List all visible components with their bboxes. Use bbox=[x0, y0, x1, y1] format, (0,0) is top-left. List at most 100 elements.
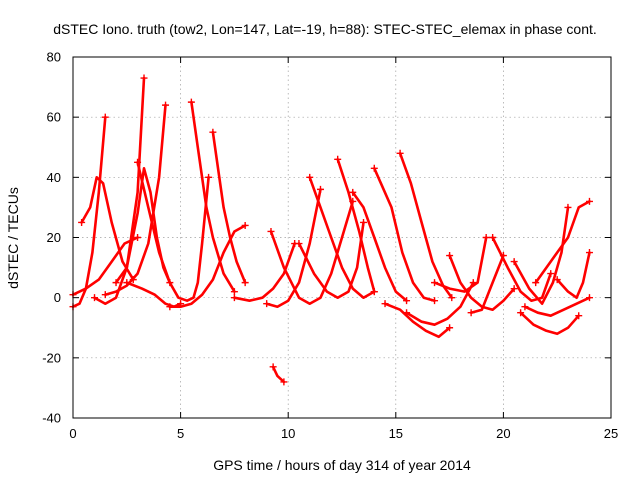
x-axis-label: GPS time / hours of day 314 of year 2014 bbox=[213, 457, 471, 473]
data-point-marker bbox=[585, 197, 593, 205]
series-line bbox=[271, 365, 286, 384]
series-22 bbox=[381, 300, 454, 339]
series-line bbox=[80, 176, 135, 281]
x-tick-label: 25 bbox=[604, 426, 618, 441]
data-point-marker bbox=[489, 234, 497, 241]
series-11 bbox=[166, 221, 249, 311]
data-point-marker bbox=[205, 173, 213, 181]
axis-ticks bbox=[72, 56, 612, 419]
data-point-marker bbox=[209, 128, 217, 136]
data-point-marker bbox=[575, 312, 583, 320]
series-line bbox=[211, 130, 247, 284]
series-line bbox=[523, 296, 591, 318]
data-point-marker bbox=[101, 291, 109, 299]
data-point-marker bbox=[585, 249, 593, 257]
data-point-marker bbox=[510, 258, 518, 266]
data-point-marker bbox=[532, 279, 540, 287]
series-18 bbox=[306, 173, 378, 300]
data-point-marker bbox=[140, 74, 148, 82]
data-point-marker bbox=[134, 158, 142, 166]
data-point-marker bbox=[564, 203, 572, 211]
series-line bbox=[491, 236, 553, 303]
series-line bbox=[71, 236, 139, 297]
data-point-marker bbox=[521, 303, 529, 311]
data-point-marker bbox=[123, 279, 131, 287]
data-point-marker bbox=[230, 288, 238, 296]
data-point-marker bbox=[280, 378, 288, 386]
data-point-marker bbox=[101, 113, 109, 121]
y-axis-label: dSTEC / TECUs bbox=[5, 187, 21, 289]
series-line bbox=[433, 236, 488, 293]
y-tick-label: -20 bbox=[42, 350, 61, 365]
series-line bbox=[519, 311, 581, 336]
series-32 bbox=[553, 249, 593, 300]
series-24 bbox=[431, 234, 490, 293]
series-7 bbox=[134, 158, 213, 303]
x-tick-label: 5 bbox=[177, 426, 184, 441]
x-tick-label: 15 bbox=[389, 426, 403, 441]
x-tick-label: 20 bbox=[496, 426, 510, 441]
data-point-marker bbox=[112, 279, 120, 287]
data-point-marker bbox=[547, 270, 555, 278]
data-point-marker bbox=[241, 221, 249, 229]
series-9 bbox=[209, 128, 249, 287]
y-tick-label: 80 bbox=[47, 50, 61, 65]
data-point-marker bbox=[467, 309, 475, 317]
data-point-marker bbox=[230, 294, 238, 302]
series-31 bbox=[532, 197, 593, 287]
data-point-marker bbox=[295, 240, 303, 248]
x-tick-label: 10 bbox=[281, 426, 295, 441]
data-point-marker bbox=[241, 279, 249, 287]
grid bbox=[73, 57, 611, 418]
data-point-marker bbox=[360, 218, 368, 226]
data-point-marker bbox=[91, 294, 99, 302]
series-8 bbox=[187, 98, 238, 296]
x-tick-label: 0 bbox=[69, 426, 76, 441]
data-point-marker bbox=[431, 297, 439, 305]
series-line bbox=[383, 302, 451, 339]
y-tick-label: 60 bbox=[47, 110, 61, 125]
series-21 bbox=[396, 149, 456, 302]
series-line bbox=[512, 206, 570, 306]
data-point-marker bbox=[306, 173, 314, 181]
series-23 bbox=[403, 279, 477, 327]
series-line bbox=[308, 176, 376, 300]
series-line bbox=[351, 191, 408, 303]
data-point-marker bbox=[381, 300, 389, 308]
series-line bbox=[405, 281, 475, 327]
data-point-marker bbox=[269, 363, 277, 371]
data-point-marker bbox=[316, 185, 324, 193]
y-tick-label: 20 bbox=[47, 230, 61, 245]
data-point-marker bbox=[448, 294, 456, 302]
data-point-marker bbox=[334, 155, 342, 163]
series-line bbox=[398, 152, 454, 300]
data-point-marker bbox=[585, 294, 593, 302]
series-line bbox=[469, 254, 505, 315]
data-point-marker bbox=[134, 234, 142, 241]
data-point-marker bbox=[482, 234, 490, 241]
tick-labels: 0 5 10 15 20 25 -40 -20 0 20 40 60 80 bbox=[42, 50, 618, 442]
data-point-marker bbox=[396, 149, 404, 157]
chart-title: dSTEC Iono. truth (tow2, Lon=147, Lat=-1… bbox=[53, 21, 597, 37]
data-point-marker bbox=[431, 279, 439, 287]
series-20 bbox=[370, 164, 439, 305]
series-line bbox=[269, 200, 355, 306]
data-point-marker bbox=[370, 164, 378, 172]
series-line bbox=[190, 100, 236, 293]
series-4 bbox=[91, 74, 148, 306]
data-point-marker bbox=[263, 300, 271, 308]
series-line bbox=[555, 251, 591, 300]
data-point-marker bbox=[446, 324, 454, 332]
data-point-marker bbox=[166, 303, 174, 311]
series-line bbox=[136, 161, 210, 303]
series-13 bbox=[263, 185, 324, 309]
series-27 bbox=[489, 234, 555, 303]
series-3 bbox=[69, 234, 142, 299]
series-14 bbox=[267, 197, 357, 306]
data-point-marker bbox=[78, 218, 86, 226]
series-line bbox=[265, 188, 322, 309]
data-point-marker bbox=[403, 297, 411, 305]
y-tick-label: 40 bbox=[47, 170, 61, 185]
series-layer bbox=[69, 74, 593, 386]
series-line bbox=[336, 158, 376, 293]
